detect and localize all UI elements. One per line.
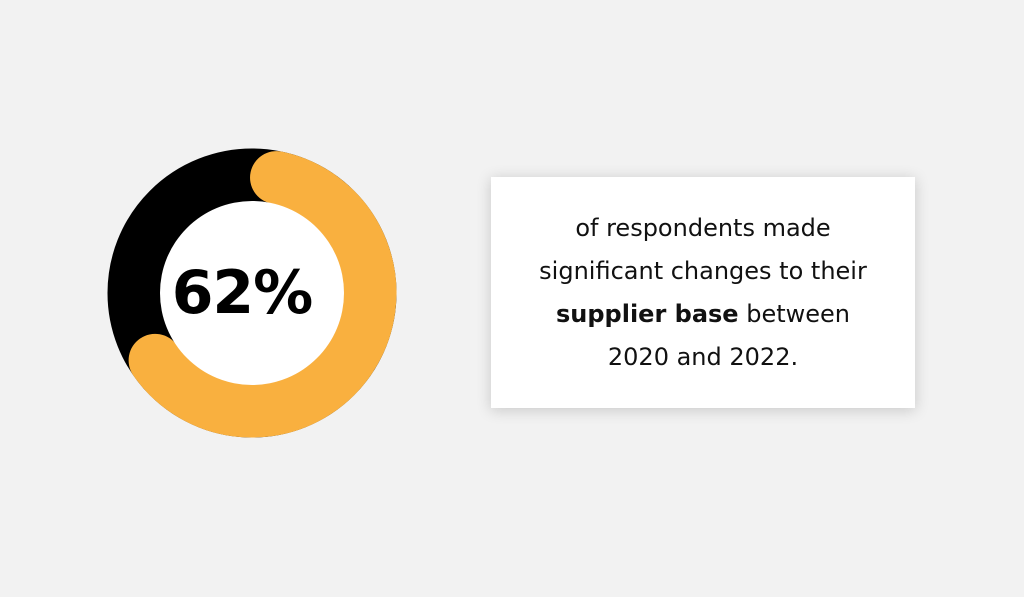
highlighted-phrase: supplier base [555, 299, 739, 328]
percentage-label: 62% [171, 258, 314, 328]
description-line-2: significant changes to their [539, 256, 867, 285]
description-line-3-rest: between [738, 299, 850, 328]
donut-chart-svg [107, 148, 397, 438]
statistic-description: of respondents made significant changes … [503, 207, 903, 379]
description-line-3: supplier base between [503, 293, 903, 336]
description-line-4: 2020 and 2022. [607, 342, 799, 371]
donut-hole [160, 201, 344, 385]
donut-chart: 62% [107, 148, 397, 438]
statistic-card: of respondents made significant changes … [491, 177, 915, 408]
donut-value-segment [128, 151, 397, 438]
description-line-1: of respondents made [575, 213, 831, 242]
